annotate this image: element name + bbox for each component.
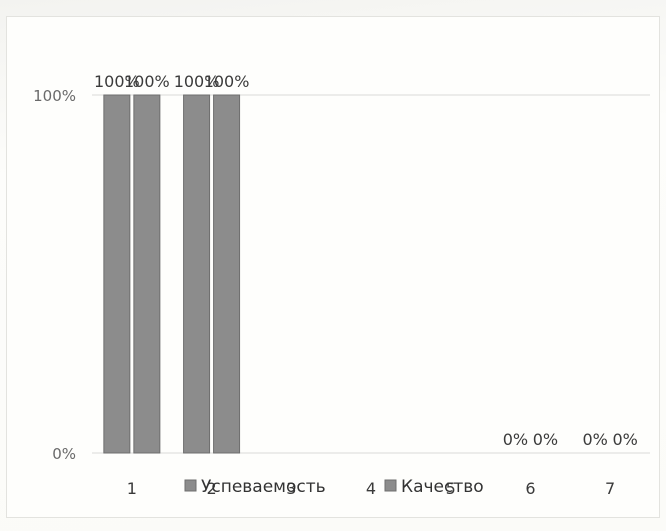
y-tick-label: 0% (52, 445, 76, 463)
category-label: 5 (446, 479, 456, 498)
category-label: 7 (605, 479, 615, 498)
y-axis: 0% 100% (33, 87, 76, 463)
bar (103, 94, 131, 454)
data-label: 0% (582, 430, 607, 449)
legend-swatch (384, 479, 397, 492)
x-axis: 1 2 3 4 5 6 7 (127, 479, 615, 498)
category-label: 1 (127, 479, 137, 498)
category-label: 6 (525, 479, 535, 498)
legend-label: Качество (401, 477, 484, 497)
bar (133, 94, 161, 454)
gridlines (92, 94, 650, 454)
data-label: 100% (94, 72, 140, 91)
data-label: 100% (204, 72, 250, 91)
data-label: 0% (533, 430, 558, 449)
bar (183, 94, 211, 454)
category-label: 2 (206, 479, 216, 498)
data-labels: 100%100% 100%100%0% 0% 0% 0% (94, 72, 638, 449)
data-label: 0% (503, 430, 528, 449)
legend-swatch (184, 479, 197, 492)
bars (103, 94, 241, 454)
data-label: 100% (174, 72, 220, 91)
category-label: 4 (366, 479, 376, 498)
y-tick-label: 100% (33, 87, 76, 105)
data-label: 0% (612, 430, 637, 449)
data-label: 100% (124, 72, 170, 91)
legend-label: Успеваемость (201, 477, 326, 497)
legend: Успеваемость Качество (184, 477, 484, 497)
bar (213, 94, 241, 454)
category-label: 3 (286, 479, 296, 498)
